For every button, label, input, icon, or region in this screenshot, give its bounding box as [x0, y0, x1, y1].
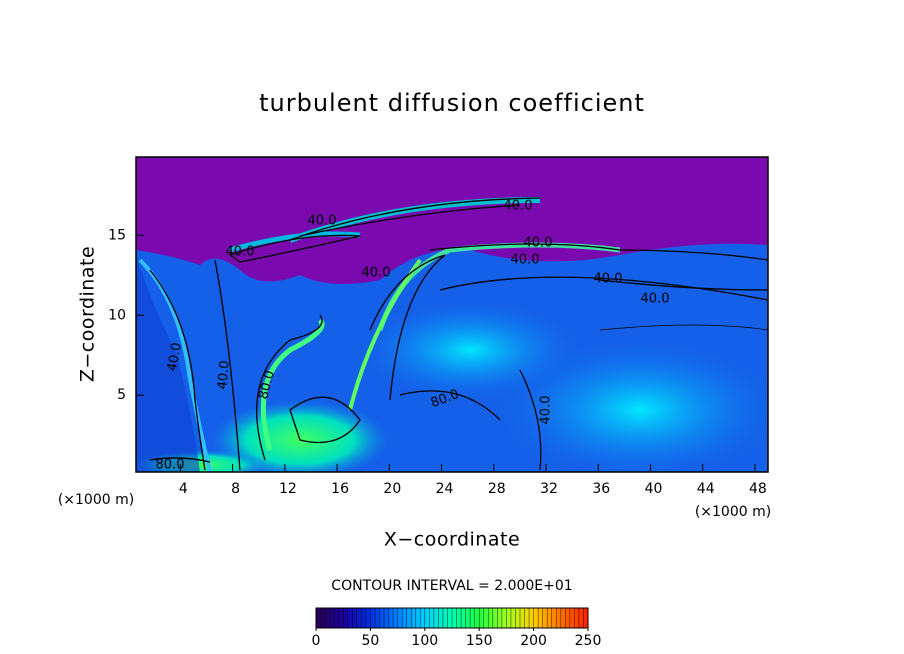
plot-frame: [135, 156, 769, 473]
x-tick-label: 32: [540, 481, 558, 497]
contour-label: 80.0: [256, 369, 278, 401]
y-tick-label: 5: [117, 387, 126, 403]
contour-line: [214, 259, 241, 471]
y-axis-title: Z−coordinate: [77, 246, 99, 382]
x-tick-label: 12: [279, 481, 297, 497]
contour-label: 40.0: [165, 341, 185, 372]
colorbar-tick-label: 150: [466, 633, 493, 649]
contour-label: 40.0: [524, 236, 553, 251]
contour-label: 40.0: [362, 266, 391, 281]
colorbar: 0 50 100 150 200 250: [312, 607, 602, 649]
contour-line: [599, 324, 768, 331]
contour-line: [256, 314, 323, 461]
contour-line: [399, 390, 501, 421]
contour-line: [228, 234, 361, 263]
x-tick-label: 20: [383, 481, 401, 497]
x-tick-label: 44: [697, 481, 715, 497]
x-tick-label: 28: [488, 481, 506, 497]
colorbar-tick-label: 50: [361, 633, 379, 649]
colorbar-tick-label: 0: [312, 633, 321, 649]
contour-label: 40.0: [511, 253, 540, 268]
field-streak: [260, 318, 325, 451]
x-tick-label: 8: [231, 481, 240, 497]
field-streak: [138, 258, 212, 472]
y-tick-label: 10: [108, 307, 126, 323]
contour-line: [519, 369, 542, 471]
colorbar-tick-label: 200: [520, 633, 547, 649]
y-unit-label: (×1000 m): [58, 492, 134, 508]
contour-line: [369, 254, 446, 401]
contour-label: 40.0: [215, 360, 232, 390]
contour-label: 80.0: [156, 458, 185, 473]
contour-line: [149, 457, 211, 463]
x-tick-label: 40: [645, 481, 663, 497]
x-tick-label: 4: [179, 481, 188, 497]
contour-line: [289, 396, 361, 444]
chart-title: turbulent diffusion coefficient: [259, 89, 645, 117]
field-streak: [348, 258, 422, 411]
field-region: [136, 157, 768, 284]
field-blob: [210, 400, 390, 472]
x-unit-label: (×1000 m): [695, 504, 771, 520]
colorbar-tick-label: 250: [575, 633, 602, 649]
contour-label: 40.0: [594, 272, 623, 287]
x-axis-title: X−coordinate: [384, 529, 520, 551]
contour-line: [599, 279, 768, 291]
y-tick-label: 15: [108, 227, 126, 243]
x-tick-label: 16: [331, 481, 349, 497]
contour-label: 40.0: [308, 214, 337, 229]
contour-label: 40.0: [539, 396, 554, 425]
contour-interval: CONTOUR INTERVAL = 2.000E+01: [331, 578, 572, 594]
contour-label: 40.0: [504, 199, 533, 214]
x-tick-label: 48: [749, 481, 767, 497]
field-region: [136, 255, 200, 472]
contour-label: 40.0: [641, 292, 670, 307]
contour-line: [429, 243, 768, 261]
contour-line: [439, 276, 768, 301]
contour-line: [289, 197, 541, 241]
x-tick-label: 24: [436, 481, 454, 497]
colorbar-tick-label: 100: [411, 633, 438, 649]
field-blob: [360, 300, 580, 400]
field-streak: [229, 231, 361, 253]
field: [136, 157, 768, 472]
x-tick-label: 36: [592, 481, 610, 497]
contour-line: [149, 269, 206, 471]
contour-label: 40.0: [226, 245, 255, 260]
